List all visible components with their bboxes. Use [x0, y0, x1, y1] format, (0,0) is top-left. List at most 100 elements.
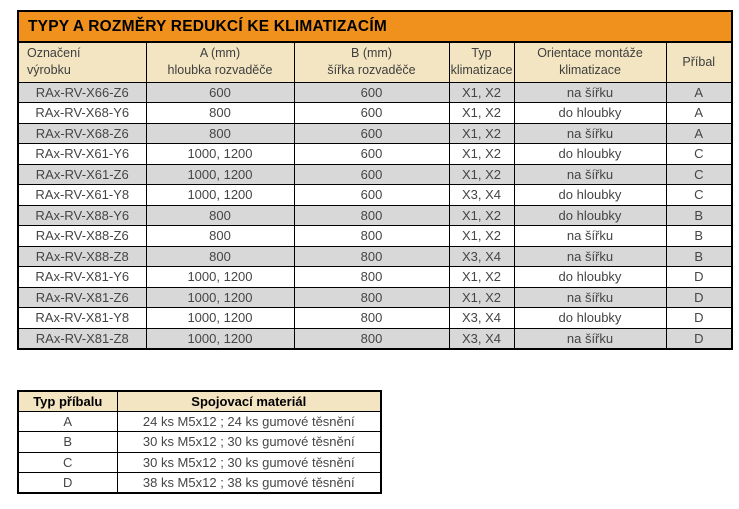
table-cell: 600 — [293, 143, 450, 165]
table-row: RAx-RV-X88-Z8 800 800 X3, X4 na šířku B — [17, 245, 733, 267]
table-cell: 1000, 1200 — [145, 307, 295, 329]
table-cell: 600 — [293, 184, 450, 206]
table-cell: X1, X2 — [448, 204, 515, 226]
table-cell: 1000, 1200 — [145, 143, 295, 165]
table-cell: B — [665, 225, 733, 247]
accessory-cell: 30 ks M5x12 ; 30 ks gumové těsnění — [116, 451, 382, 473]
table-cell: B — [665, 245, 733, 267]
table-row: RAx-RV-X61-Y6 1000, 1200 600 X1, X2 do hloub… — [17, 143, 733, 165]
table-row: RAx-RV-X88-Z6 800 800 X1, X2 na šířku B — [17, 225, 733, 247]
main-table-title: TYPY A ROZMĚRY REDUKCÍ KE KLIMATIZACÍM — [17, 10, 733, 43]
table-cell: na šířku — [513, 286, 667, 308]
table-cell: A — [665, 81, 733, 103]
main-table-header-5: Příbal — [665, 41, 733, 83]
table-cell: 800 — [145, 102, 295, 124]
table-cell: 600 — [293, 163, 450, 185]
accessory-cell: 24 ks M5x12 ; 24 ks gumové těsnění — [116, 410, 382, 432]
table-cell: 600 — [293, 81, 450, 103]
table-cell: RAx-RV-X68-Z6 — [17, 122, 147, 144]
table-cell: 800 — [145, 204, 295, 226]
table-cell: na šířku — [513, 81, 667, 103]
accessory-row: B 30 ks M5x12 ; 30 ks gumové těsnění — [17, 431, 382, 453]
accessory-table-body: A 24 ks M5x12 ; 24 ks gumové těsnění B 30 k… — [17, 410, 382, 494]
table-cell: 600 — [145, 81, 295, 103]
table-cell: C — [665, 163, 733, 185]
table-cell: 1000, 1200 — [145, 266, 295, 288]
table-cell: 800 — [293, 307, 450, 329]
accessory-cell: A — [17, 410, 118, 432]
table-cell: X3, X4 — [448, 327, 515, 349]
table-cell: 800 — [145, 245, 295, 267]
table-cell: do hloubky — [513, 184, 667, 206]
table-cell: A — [665, 122, 733, 144]
table-cell: na šířku — [513, 225, 667, 247]
table-cell: RAx-RV-X61-Y8 — [17, 184, 147, 206]
table-cell: X3, X4 — [448, 245, 515, 267]
table-cell: 800 — [293, 286, 450, 308]
table-row: RAx-RV-X61-Z6 1000, 1200 600 X1, X2 na šířku… — [17, 163, 733, 185]
table-cell: B — [665, 204, 733, 226]
table-cell: RAx-RV-X88-Z6 — [17, 225, 147, 247]
table-cell: 600 — [293, 102, 450, 124]
table-cell: 1000, 1200 — [145, 286, 295, 308]
table-cell: 800 — [293, 225, 450, 247]
accessory-cell: 30 ks M5x12 ; 30 ks gumové těsnění — [116, 431, 382, 453]
accessory-cell: 38 ks M5x12 ; 38 ks gumové těsnění — [116, 472, 382, 494]
table-cell: D — [665, 286, 733, 308]
accessory-cell: B — [17, 431, 118, 453]
table-cell: 600 — [293, 122, 450, 144]
table-cell: 800 — [293, 327, 450, 349]
table-cell: RAx-RV-X61-Y6 — [17, 143, 147, 165]
table-row: RAx-RV-X66-Z6 600 600 X1, X2 na šířku A — [17, 81, 733, 103]
table-cell: D — [665, 327, 733, 349]
main-table-body: RAx-RV-X66-Z6 600 600 X1, X2 na šířku A RAx-RV… — [17, 81, 733, 349]
table-cell: na šířku — [513, 122, 667, 144]
accessory-table-header-1: Spojovací materiál — [116, 390, 382, 412]
table-row: RAx-RV-X68-Z6 800 600 X1, X2 na šířku A — [17, 122, 733, 144]
table-row: RAx-RV-X81-Z8 1000, 1200 800 X3, X4 na šířku… — [17, 327, 733, 349]
table-row: RAx-RV-X68-Y6 800 600 X1, X2 do hloubky A — [17, 102, 733, 124]
table-cell: do hloubky — [513, 143, 667, 165]
main-table-header-3: Typ klimatizace — [448, 41, 515, 83]
table-row: RAx-RV-X81-Y6 1000, 1200 800 X1, X2 do hloub… — [17, 266, 733, 288]
table-cell: do hloubky — [513, 102, 667, 124]
table-cell: RAx-RV-X81-Z6 — [17, 286, 147, 308]
table-cell: C — [665, 184, 733, 206]
table-cell: A — [665, 102, 733, 124]
table-cell: 800 — [293, 204, 450, 226]
table-cell: 800 — [145, 225, 295, 247]
main-table-header-2: B (mm) šířka rozvaděče — [293, 41, 450, 83]
table-cell: do hloubky — [513, 266, 667, 288]
table-cell: RAx-RV-X66-Z6 — [17, 81, 147, 103]
table-cell: C — [665, 143, 733, 165]
table-cell: 800 — [293, 266, 450, 288]
accessory-cell: D — [17, 472, 118, 494]
table-cell: 1000, 1200 — [145, 327, 295, 349]
table-cell: 1000, 1200 — [145, 184, 295, 206]
table-cell: 1000, 1200 — [145, 163, 295, 185]
accessory-row: A 24 ks M5x12 ; 24 ks gumové těsnění — [17, 410, 382, 432]
table-cell: D — [665, 307, 733, 329]
table-cell: RAx-RV-X68-Y6 — [17, 102, 147, 124]
table-cell: 800 — [145, 122, 295, 144]
main-table-header-4: Orientace montáže klimatizace — [513, 41, 667, 83]
accessory-cell: C — [17, 451, 118, 473]
table-cell: na šířku — [513, 163, 667, 185]
accessory-row: C 30 ks M5x12 ; 30 ks gumové těsnění — [17, 451, 382, 473]
table-cell: na šířku — [513, 245, 667, 267]
table-cell: D — [665, 266, 733, 288]
main-table-header-1: A (mm) hloubka rozvaděče — [145, 41, 295, 83]
main-table-header-0: Označení výrobku — [17, 41, 147, 83]
table-cell: RAx-RV-X88-Z8 — [17, 245, 147, 267]
table-cell: X1, X2 — [448, 143, 515, 165]
accessory-table-header-row: Typ příbalu Spojovací materiál — [17, 390, 382, 412]
table-row: RAx-RV-X88-Y6 800 800 X1, X2 do hloubky B — [17, 204, 733, 226]
table-cell: do hloubky — [513, 307, 667, 329]
accessory-row: D 38 ks M5x12 ; 38 ks gumové těsnění — [17, 472, 382, 494]
table-cell: RAx-RV-X81-Y6 — [17, 266, 147, 288]
table-row: RAx-RV-X81-Y8 1000, 1200 800 X3, X4 do hloub… — [17, 307, 733, 329]
main-table-header-row: Označení výrobku A (mm) hloubka rozvaděče… — [17, 41, 733, 83]
table-cell: na šířku — [513, 327, 667, 349]
table-cell: X3, X4 — [448, 307, 515, 329]
